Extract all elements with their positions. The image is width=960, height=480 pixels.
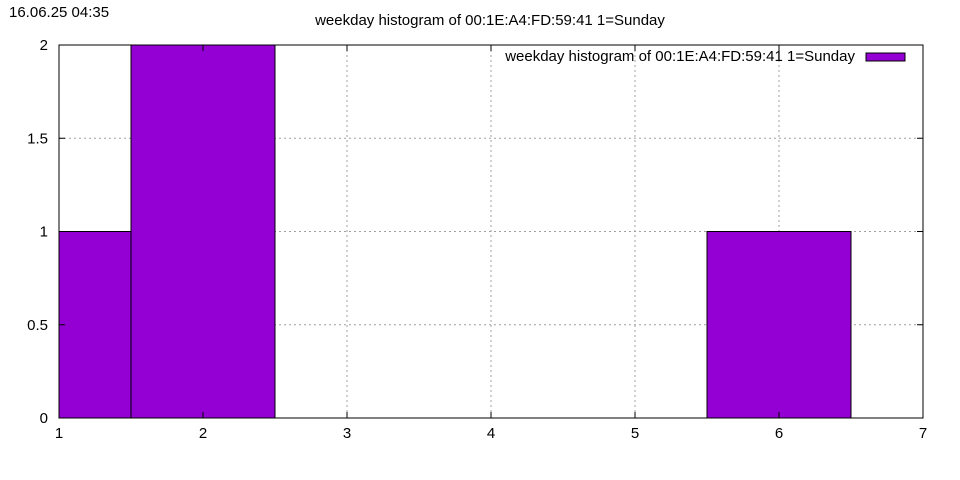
y-tick-labels: 0 0.5 1 1.5 2 <box>27 37 48 427</box>
legend: weekday histogram of 00:1E:A4:FD:59:41 1… <box>504 48 906 65</box>
x-tick-label: 4 <box>487 425 495 442</box>
x-tick-label: 6 <box>775 425 783 442</box>
ticks <box>58 44 924 419</box>
timestamp: 16.06.25 04:35 <box>9 4 110 21</box>
legend-swatch <box>865 52 906 62</box>
y-tick-label: 2 <box>40 37 48 54</box>
histogram-bar <box>706 231 852 419</box>
chart-title: weekday histogram of 00:1E:A4:FD:59:41 1… <box>315 12 665 29</box>
x-tick-labels: 1 2 3 4 5 6 7 <box>55 425 927 442</box>
histogram-bar <box>130 44 276 419</box>
legend-label: weekday histogram of 00:1E:A4:FD:59:41 1… <box>504 48 855 65</box>
x-tick-label: 7 <box>919 425 927 442</box>
x-tick-label: 2 <box>199 425 207 442</box>
x-tick-label: 1 <box>55 425 63 442</box>
histogram-bar <box>58 231 132 419</box>
y-tick-label: 1.5 <box>27 130 48 147</box>
x-tick-label: 3 <box>343 425 351 442</box>
y-tick-label: 0.5 <box>27 317 48 334</box>
bars <box>58 44 852 419</box>
y-tick-label: 0 <box>40 410 48 427</box>
x-tick-label: 5 <box>631 425 639 442</box>
y-tick-label: 1 <box>40 224 48 241</box>
